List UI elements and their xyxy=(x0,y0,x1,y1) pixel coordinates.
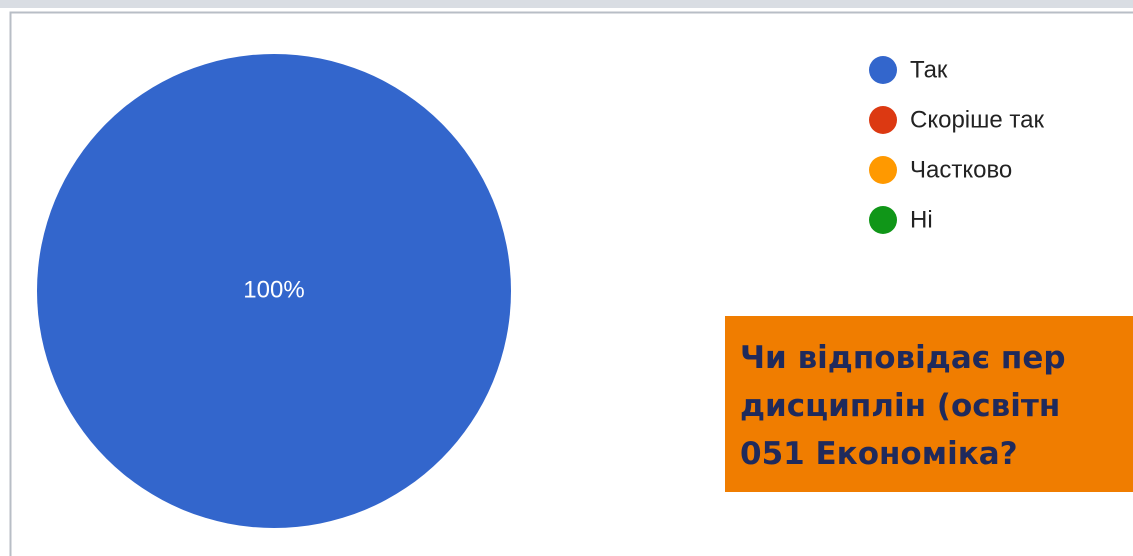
notes: Чи відповідає пер дисциплін (освітн 051 Ек… xyxy=(740,340,1066,472)
legend-label: Так xyxy=(910,56,948,83)
note-line: Чи відповідає пер xyxy=(740,340,1066,376)
value-label: 100% xyxy=(243,276,304,303)
legend-label: Скоріше так xyxy=(910,106,1044,133)
slice xyxy=(37,54,511,528)
legend-label: Ні xyxy=(910,206,933,233)
legend-swatch xyxy=(869,56,897,84)
note-line: дисциплін (освітн xyxy=(740,388,1060,424)
note-box xyxy=(725,316,1133,492)
legend-label: Частково xyxy=(910,156,1012,183)
top-bar xyxy=(0,0,1133,8)
legend-swatch xyxy=(869,106,897,134)
legend-swatch xyxy=(869,156,897,184)
note-line: 051 Економіка? xyxy=(740,436,1018,472)
pie: 100% xyxy=(37,54,511,528)
legend-swatch xyxy=(869,206,897,234)
legend: Так Скоріше так Частково Ні xyxy=(869,56,1044,234)
